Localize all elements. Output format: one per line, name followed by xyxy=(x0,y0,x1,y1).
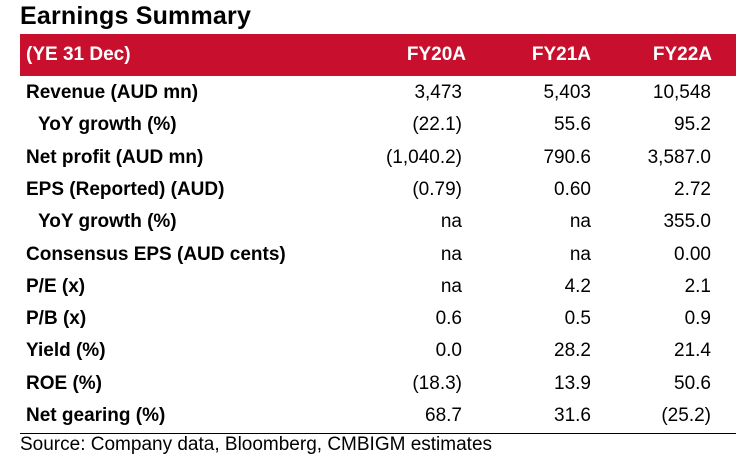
row-label: Yield (%) xyxy=(26,340,106,362)
row-label: P/B (x) xyxy=(26,308,87,330)
cell-value: 355.0 xyxy=(663,211,711,233)
cell-value: 31.6 xyxy=(554,405,591,426)
cell-value: 10,548 xyxy=(652,82,711,103)
cell-value: 3,473 xyxy=(414,82,462,103)
cell-value: 2.72 xyxy=(674,178,711,200)
source-note: Source: Company data, Bloomberg, CMBIGM … xyxy=(20,434,493,455)
table-row: EPS (Reported) (AUD) (0.79) 0.60 2.72 xyxy=(20,175,736,207)
cell-value: 4.2 xyxy=(564,275,591,297)
table-header: (YE 31 Dec) FY20A FY21A FY22A xyxy=(20,34,736,76)
cell-value: na xyxy=(440,275,462,297)
table-row: Consensus EPS (AUD cents) na na 0.00 xyxy=(20,240,736,272)
cell-value: (25.2) xyxy=(661,405,711,426)
row-label: EPS (Reported) (AUD) xyxy=(26,178,225,200)
table-row: P/B (x) 0.6 0.5 0.9 xyxy=(20,304,736,336)
row-label: Net gearing (%) xyxy=(26,405,166,426)
cell-value: 5,403 xyxy=(543,82,591,103)
cell-value: 0.60 xyxy=(554,178,591,200)
cell-value: 28.2 xyxy=(554,340,591,362)
table-title: Earnings Summary xyxy=(20,2,252,30)
cell-value: (22.1) xyxy=(412,114,462,136)
cell-value: 3,587.0 xyxy=(647,146,711,168)
table-row: Net profit (AUD mn) (1,040.2) 790.6 3,587.0 xyxy=(20,143,736,175)
cell-value: 55.6 xyxy=(554,114,591,136)
row-label: YoY growth (%) xyxy=(38,211,177,233)
header-col-fy21a: FY21A xyxy=(531,44,591,65)
cell-value: (18.3) xyxy=(412,372,462,394)
cell-value: 50.6 xyxy=(674,372,711,394)
table-row: ROE (%) (18.3) 13.9 50.6 xyxy=(20,369,736,401)
cell-value: 0.5 xyxy=(564,308,591,330)
row-label: YoY growth (%) xyxy=(38,114,177,136)
cell-value: 0.00 xyxy=(674,243,711,265)
cell-value: 95.2 xyxy=(674,114,711,136)
table-row: Net gearing (%) 68.7 31.6 (25.2) xyxy=(20,401,736,433)
table-row: YoY growth (%) na na 355.0 xyxy=(20,207,736,239)
cell-value: 68.7 xyxy=(425,405,462,426)
cell-value: 0.0 xyxy=(435,340,462,362)
table-bottom-rule xyxy=(20,433,736,434)
cell-value: (0.79) xyxy=(412,178,462,200)
cell-value: 0.9 xyxy=(684,308,711,330)
cell-value: 2.1 xyxy=(684,275,711,297)
cell-value: na xyxy=(569,243,591,265)
table-row: Revenue (AUD mn) 3,473 5,403 10,548 xyxy=(20,78,736,110)
header-col-fy22a: FY22A xyxy=(652,44,712,65)
row-label: P/E (x) xyxy=(26,275,86,297)
cell-value: na xyxy=(569,211,591,233)
header-col-fy20a: FY20A xyxy=(406,44,466,65)
cell-value: na xyxy=(440,211,462,233)
row-label: Revenue (AUD mn) xyxy=(26,82,199,103)
header-year-end-label: (YE 31 Dec) xyxy=(26,44,131,65)
cell-value: 13.9 xyxy=(554,372,591,394)
row-label: ROE (%) xyxy=(26,372,102,394)
table-row: Yield (%) 0.0 28.2 21.4 xyxy=(20,336,736,368)
cell-value: 790.6 xyxy=(543,146,591,168)
cell-value: na xyxy=(440,243,462,265)
cell-value: (1,040.2) xyxy=(385,146,462,168)
row-label: Net profit (AUD mn) xyxy=(26,146,204,168)
cell-value: 0.6 xyxy=(435,308,462,330)
cell-value: 21.4 xyxy=(674,340,711,362)
table-row: P/E (x) na 4.2 2.1 xyxy=(20,272,736,304)
table-row: YoY growth (%) (22.1) 55.6 95.2 xyxy=(20,110,736,142)
row-label: Consensus EPS (AUD cents) xyxy=(26,243,286,265)
